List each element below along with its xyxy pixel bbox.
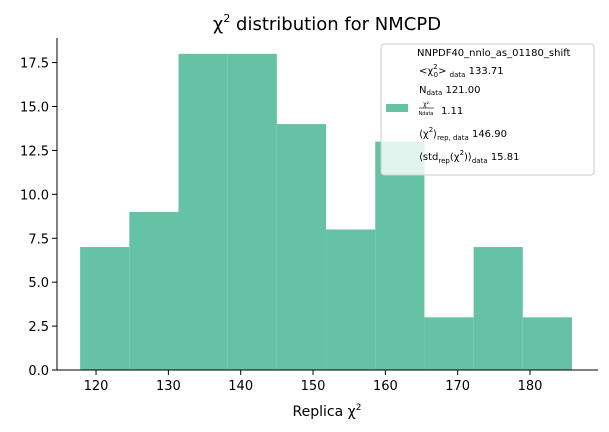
x-axis-label: Replica χ2 [293, 403, 362, 420]
y-tick-label: 0.0 [28, 364, 49, 379]
svg-text:Ndata: Ndata [418, 111, 433, 117]
histogram-bar [80, 247, 130, 370]
chart-title: χ2 distribution for NMCPD [213, 12, 441, 35]
legend-title: NNPDF40_nnlo_as_01180_shift [417, 48, 571, 59]
y-tick-label: 2.5 [28, 320, 49, 335]
legend-entry-std: ⟨stdrep(χ2)⟩data 15.81 [419, 149, 519, 165]
y-tick-label: 17.5 [20, 57, 49, 72]
legend-entry-ndata: Ndata 121.00 [419, 85, 480, 97]
histogram-bar [129, 211, 179, 370]
x-tick-label: 180 [518, 379, 543, 394]
histogram-bar [522, 317, 572, 370]
histogram-bar [326, 229, 376, 370]
y-tick-label: 15.0 [20, 101, 49, 116]
x-ticks: 120 130 140 150 160 170 180 [84, 370, 543, 394]
x-tick-label: 150 [301, 379, 326, 394]
legend-entry-chi2-over-ndata: χ² Ndata 1.11 [418, 101, 463, 117]
histogram-bar [276, 124, 327, 371]
x-tick-label: 120 [84, 379, 109, 394]
x-tick-label: 160 [373, 379, 398, 394]
histogram-bar [473, 247, 523, 370]
legend-frame [380, 43, 595, 176]
x-tick-label: 140 [228, 379, 253, 394]
y-tick-label: 12.5 [20, 144, 49, 159]
y-ticks: 0.0 2.5 5.0 7.5 10.0 12.5 15.0 17.5 [20, 57, 57, 379]
svg-text:χ²: χ² [423, 101, 429, 108]
x-tick-label: 170 [445, 379, 470, 394]
x-tick-label: 130 [156, 379, 181, 394]
svg-text:1.11: 1.11 [441, 106, 463, 117]
histogram-bar [178, 53, 228, 371]
histogram-bar [424, 317, 474, 370]
legend-entry-chi2-0: <χ2 0> data 133.71 [419, 63, 504, 79]
y-tick-label: 7.5 [28, 232, 49, 247]
y-tick-label: 10.0 [20, 188, 49, 203]
y-tick-label: 5.0 [28, 276, 49, 291]
histogram-bars [80, 53, 572, 371]
legend: NNPDF40_nnlo_as_01180_shift <χ2 0> data 1… [380, 43, 595, 176]
legend-swatch [386, 104, 408, 112]
histogram-bar [227, 53, 277, 371]
histogram-bar [375, 141, 425, 370]
legend-entry-chi2-rep: ⟨χ2⟩rep, data 146.90 [419, 126, 507, 142]
